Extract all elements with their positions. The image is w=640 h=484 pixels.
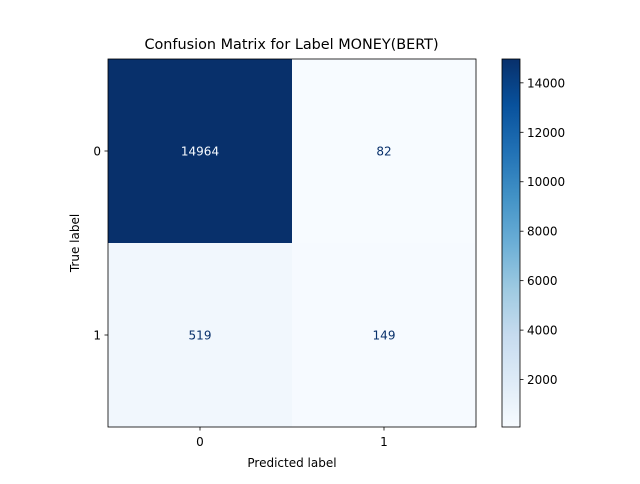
colorbar-tick-label-6: 14000 xyxy=(527,76,565,90)
colorbar-tick-label-0: 2000 xyxy=(527,373,558,387)
x-tick-label-0: 0 xyxy=(196,435,204,449)
heatmap-cell-1-0 xyxy=(108,243,292,427)
cell-value-0-1: 82 xyxy=(376,145,391,159)
cell-value-1-0: 519 xyxy=(189,329,212,343)
heatmap-cells xyxy=(108,59,476,427)
colorbar-tick-label-3: 8000 xyxy=(527,225,558,239)
colorbar xyxy=(501,58,521,428)
heatmap-cell-1-1 xyxy=(292,243,476,427)
colorbar-tick-label-5: 12000 xyxy=(527,126,565,140)
colorbar-tick-label-4: 10000 xyxy=(527,175,565,189)
x-tick-label-1: 1 xyxy=(380,435,388,449)
heatmap-cell-0-0 xyxy=(108,59,292,243)
plot-frame xyxy=(107,58,477,428)
y-axis-ticks: 01 xyxy=(93,145,108,343)
y-axis-label: True label xyxy=(68,214,82,273)
cell-value-1-1: 149 xyxy=(373,329,396,343)
y-tick-label-1: 1 xyxy=(93,329,101,343)
x-axis-label: Predicted label xyxy=(247,456,336,470)
colorbar-tick-label-1: 4000 xyxy=(527,324,558,338)
chart-title: Confusion Matrix for Label MONEY(BERT) xyxy=(144,37,438,53)
colorbar-ticks: 2000 4000 6000 8000 10000 12000 14000 xyxy=(520,76,565,387)
heatmap-cell-0-1 xyxy=(292,59,476,243)
cell-value-0-0: 14964 xyxy=(181,145,219,159)
heatmap-cell-labels: 14964 82 519 149 xyxy=(181,145,396,343)
colorbar-tick-label-2: 6000 xyxy=(527,274,558,288)
y-tick-label-0: 0 xyxy=(93,145,101,159)
